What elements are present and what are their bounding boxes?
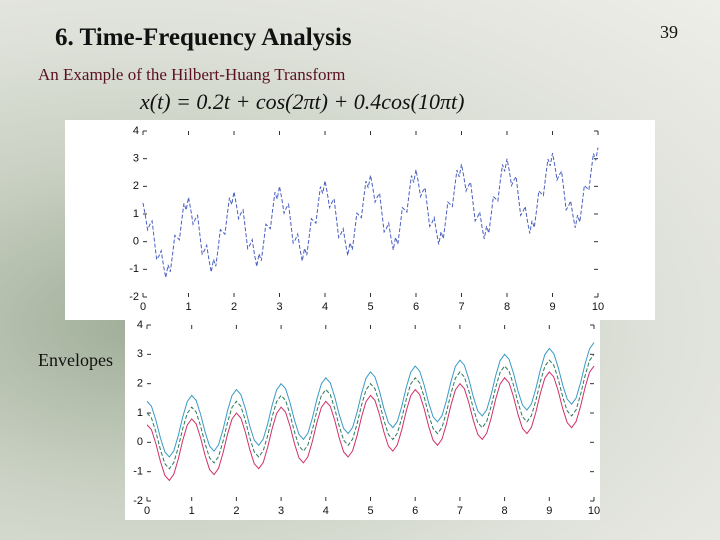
x-tick-label: 9 [546, 505, 552, 517]
slide-title: 6. Time-Frequency Analysis [55, 24, 352, 51]
y-tick-label: 4 [133, 125, 139, 137]
y-tick-label: 3 [137, 348, 143, 360]
y-tick-label: 2 [133, 180, 139, 192]
y-tick-label: 1 [133, 208, 139, 220]
x-tick-label: 2 [231, 301, 237, 313]
y-tick-label: 0 [133, 236, 139, 248]
envelopes-label: Envelopes [38, 350, 113, 370]
x-tick-label: 0 [140, 301, 146, 313]
x-tick-label: 10 [592, 301, 604, 313]
formula: x(t) = 0.2t + cos(2πt) + 0.4cos(10πt) [140, 89, 465, 114]
chart-panel [65, 120, 655, 320]
x-tick-label: 2 [233, 505, 239, 517]
page-number: 39 [660, 22, 678, 42]
x-tick-label: 6 [412, 505, 418, 517]
y-tick-label: -2 [129, 291, 139, 303]
y-tick-label: 2 [137, 378, 143, 390]
x-tick-label: 6 [413, 301, 419, 313]
x-tick-label: 5 [367, 301, 373, 313]
x-tick-label: 9 [549, 301, 555, 313]
x-tick-label: 8 [504, 301, 510, 313]
series-line [142, 147, 599, 278]
y-tick-label: 1 [137, 407, 143, 419]
x-tick-label: 4 [323, 505, 329, 517]
x-tick-label: 3 [278, 505, 284, 517]
y-tick-label: 0 [137, 436, 143, 448]
x-tick-label: 7 [458, 301, 464, 313]
x-tick-label: 7 [457, 505, 463, 517]
x-tick-label: 10 [588, 505, 600, 517]
x-tick-label: 0 [144, 505, 150, 517]
series-line [146, 354, 595, 470]
y-tick-label: 4 [137, 319, 143, 331]
x-tick-label: 3 [276, 301, 282, 313]
x-tick-label: 1 [189, 505, 195, 517]
y-tick-label: -1 [129, 263, 139, 275]
subtitle: An Example of the Hilbert-Huang Transfor… [38, 65, 346, 84]
series-line [146, 342, 595, 458]
series-line [146, 365, 595, 482]
y-tick-label: -1 [133, 466, 143, 478]
y-tick-label: 3 [133, 153, 139, 165]
y-tick-label: -2 [133, 495, 143, 507]
x-tick-label: 4 [322, 301, 328, 313]
x-tick-label: 1 [185, 301, 191, 313]
chart-panel [125, 320, 600, 520]
x-tick-label: 5 [367, 505, 373, 517]
x-tick-label: 8 [502, 505, 508, 517]
